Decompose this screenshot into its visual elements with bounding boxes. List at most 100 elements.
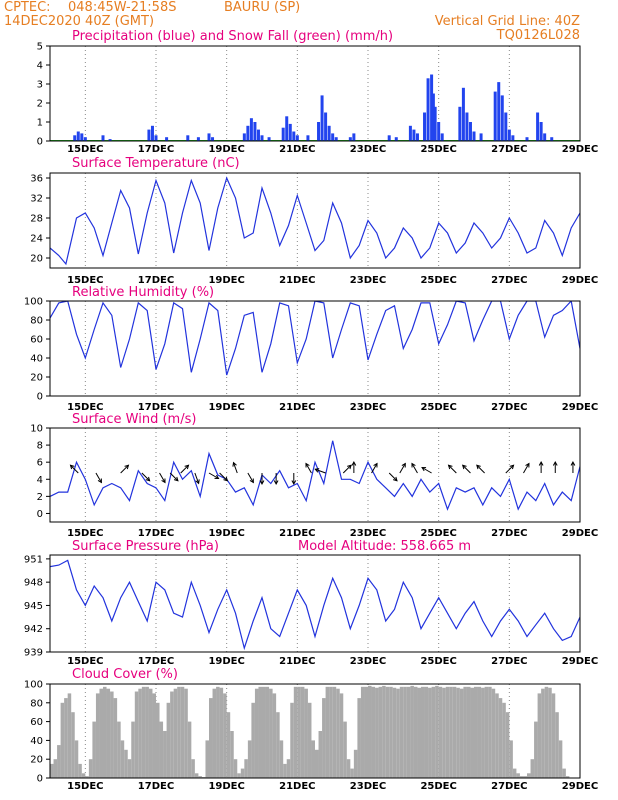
y-tick-label: 942 — [24, 624, 43, 635]
panel-5: 15DEC 17DEC 19DEC 21DEC 23DEC 25DEC 27DEC 29DEC… — [24, 539, 598, 667]
cloud-bar — [300, 686, 305, 778]
cloud-bar — [106, 688, 111, 778]
cloud-bar — [163, 731, 167, 778]
cloud-bar — [421, 686, 425, 778]
precip-bar — [461, 87, 465, 141]
panel-2: 15DEC 17DEC 19DEC 21DEC 23DEC 25DEC 27DEC 29DEC… — [30, 156, 598, 286]
wind-arrow — [411, 462, 418, 474]
cloud-bar — [555, 712, 559, 778]
wind-arrow-head — [538, 460, 544, 466]
cloud-bar — [276, 712, 280, 778]
wind-arrow-head — [411, 462, 416, 468]
wind-arrow — [180, 464, 190, 474]
cloud-bar — [307, 702, 312, 778]
x-tick-label: 23DEC — [350, 144, 386, 155]
wind-arrow-head — [509, 464, 515, 470]
wind-arrow-head — [249, 478, 254, 484]
panel-frame — [49, 683, 581, 779]
header-coords: 048:45W-21:58S — [68, 0, 177, 15]
cloud-bar — [541, 688, 545, 778]
cloud-bar — [247, 740, 252, 778]
precip-bar — [306, 135, 310, 141]
y-tick-label: 60 — [30, 717, 43, 728]
y-tick-label: 5 — [37, 42, 43, 53]
panel-6: 15DEC 17DEC 19DEC 21DEC 23DEC 25DEC 27DEC 29DEC… — [24, 667, 598, 792]
wind-arrow — [421, 466, 432, 474]
y-tick-label: 939 — [24, 648, 43, 659]
cloud-bar — [512, 768, 517, 778]
y-tick-label: 8 — [37, 441, 43, 452]
cloud-bar — [251, 702, 255, 778]
y-tick-label: 945 — [24, 601, 43, 612]
cloud-bar — [134, 691, 139, 778]
wind-arrow-head — [421, 466, 427, 472]
wind-arrow-shaft — [342, 464, 352, 474]
cloud-bar — [435, 685, 439, 778]
wind-arrow-shaft — [305, 463, 312, 474]
cloud-bar — [368, 685, 372, 778]
wind-arrow-shaft — [219, 472, 228, 482]
wind-arrow-shaft — [388, 472, 398, 482]
x-tick-label: 15DEC — [67, 781, 103, 792]
wind-arrow-shaft — [448, 464, 457, 474]
cloud-bar — [152, 693, 156, 778]
precip-bar — [267, 137, 271, 141]
cloud-bar — [551, 693, 556, 778]
precip-bar — [295, 135, 299, 141]
wind-arrow-head — [314, 468, 320, 473]
wind-arrow-shaft — [141, 472, 150, 482]
wind-arrow-head — [184, 464, 190, 470]
x-tick-label: 21DEC — [279, 656, 315, 667]
series-line — [50, 301, 580, 376]
wind-arrow-shaft — [505, 464, 514, 474]
precip-bar — [433, 106, 437, 141]
precip-bar — [511, 135, 515, 141]
wind-arrow — [194, 472, 200, 485]
cloud-bar — [502, 702, 506, 778]
cloud-bar — [442, 687, 446, 778]
precip-bar — [426, 78, 430, 141]
wind-arrow-head — [570, 460, 576, 466]
precip-bar — [525, 137, 529, 141]
cloud-bar — [385, 686, 390, 778]
cloud-bar — [534, 721, 538, 778]
cloud-bar — [477, 686, 482, 778]
cloud-bar — [399, 686, 404, 778]
wind-arrow — [388, 472, 398, 482]
y-tick-label: 24 — [30, 234, 43, 245]
panel-subtitle: Model Altitude: 558.665 m — [298, 539, 471, 554]
x-tick-label: 17DEC — [138, 144, 174, 155]
y-tick-label: 40 — [30, 736, 43, 747]
plot-area — [50, 301, 580, 376]
cloud-bar — [459, 688, 464, 778]
wind-arrow-head — [305, 462, 310, 468]
cloud-bar — [452, 686, 457, 778]
cloud-bar — [124, 749, 128, 778]
cloud-bar — [456, 687, 460, 778]
y-tick-label: 4 — [37, 475, 43, 486]
cloud-bar — [364, 686, 368, 778]
cloud-bar — [166, 702, 171, 778]
cloud-bar — [237, 773, 241, 778]
x-tick-label: 17DEC — [138, 528, 174, 539]
cloud-bar — [191, 759, 195, 778]
y-tick-label: 10 — [30, 424, 43, 435]
cloud-bar — [180, 686, 185, 778]
precip-bar — [165, 137, 169, 141]
precip-bar — [493, 91, 497, 141]
panel-title: Surface Pressure (hPa) — [72, 539, 219, 554]
cloud-bar — [216, 686, 220, 778]
cloud-bar — [505, 712, 510, 778]
x-tick-label: 19DEC — [208, 275, 244, 286]
wind-arrow-head — [161, 478, 166, 484]
precip-bar — [288, 123, 292, 141]
wind-arrow — [461, 464, 471, 474]
y-tick-label: 40 — [30, 354, 43, 365]
x-tick-label: 15DEC — [67, 528, 103, 539]
precip-bar — [352, 133, 356, 141]
cloud-bar — [138, 688, 142, 778]
precip-bar — [196, 137, 200, 141]
y-tick-label: 28 — [30, 214, 43, 225]
wind-arrow-shaft — [233, 462, 238, 474]
cloud-bar — [382, 685, 386, 778]
